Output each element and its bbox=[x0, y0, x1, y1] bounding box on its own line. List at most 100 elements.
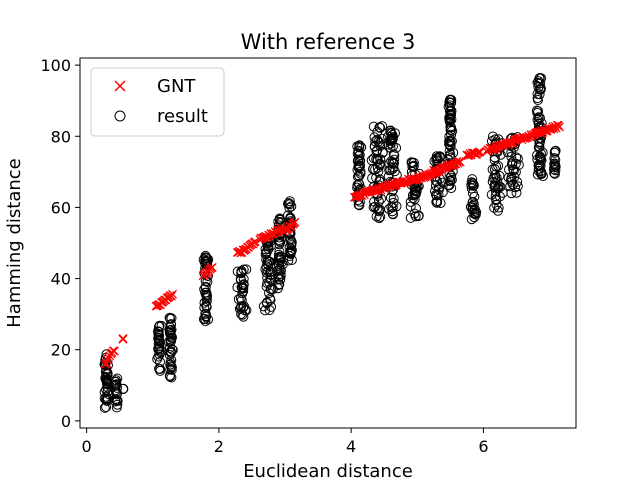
result-point bbox=[236, 309, 247, 319]
gnt-point bbox=[118, 334, 128, 343]
y-tick-label: 40 bbox=[51, 270, 71, 289]
result-point bbox=[155, 347, 166, 358]
legend-result-marker bbox=[114, 110, 126, 122]
result-point bbox=[503, 172, 514, 183]
result-point bbox=[236, 267, 247, 278]
result-point bbox=[391, 142, 402, 153]
result-point bbox=[101, 374, 112, 385]
result-point bbox=[164, 327, 175, 338]
result-point bbox=[236, 295, 247, 306]
gnt-point bbox=[250, 237, 260, 247]
result-point bbox=[511, 187, 522, 198]
result-point bbox=[410, 189, 421, 200]
result-point bbox=[99, 387, 110, 398]
plot-frame bbox=[79, 57, 577, 429]
result-point bbox=[283, 210, 293, 221]
result-point bbox=[285, 235, 296, 246]
result-point bbox=[354, 162, 365, 172]
result-point bbox=[536, 73, 547, 84]
result-point bbox=[237, 283, 248, 294]
result-point bbox=[490, 173, 501, 184]
result-point bbox=[155, 356, 165, 367]
result-point bbox=[444, 97, 455, 108]
result-point bbox=[167, 332, 177, 343]
result-point bbox=[370, 136, 381, 147]
result-point bbox=[373, 196, 384, 207]
result-point bbox=[549, 164, 559, 175]
legend-gnt-marker bbox=[114, 80, 126, 92]
result-point bbox=[372, 126, 383, 137]
result-point bbox=[444, 139, 455, 150]
result-point bbox=[201, 300, 212, 311]
result-point bbox=[111, 379, 122, 390]
result-point bbox=[431, 197, 442, 207]
result-point bbox=[446, 114, 457, 125]
result-point bbox=[355, 168, 366, 179]
result-point bbox=[164, 343, 175, 353]
result-point bbox=[468, 178, 478, 189]
gnt-point bbox=[207, 262, 217, 272]
y-tick-label: 60 bbox=[51, 198, 71, 217]
result-point bbox=[286, 245, 297, 256]
result-point bbox=[275, 237, 286, 248]
result-point bbox=[165, 371, 176, 382]
result-point bbox=[100, 394, 111, 405]
result-point bbox=[492, 183, 503, 194]
result-point bbox=[262, 258, 273, 269]
result-point bbox=[491, 195, 502, 206]
legend-gnt-label: GNT bbox=[157, 76, 196, 97]
result-point bbox=[354, 150, 365, 160]
result-point bbox=[490, 180, 501, 191]
x-axis-label: Euclidean distance bbox=[243, 461, 413, 480]
result-point bbox=[199, 297, 210, 308]
result-point bbox=[385, 192, 396, 203]
result-point bbox=[510, 158, 521, 169]
result-point bbox=[152, 354, 163, 364]
result-point bbox=[265, 293, 275, 304]
result-point bbox=[506, 151, 517, 162]
result-point bbox=[385, 142, 396, 153]
result-point bbox=[445, 115, 456, 126]
series-gnt bbox=[100, 120, 564, 369]
result-point bbox=[286, 240, 297, 251]
result-point bbox=[493, 160, 504, 171]
result-point bbox=[445, 141, 456, 152]
result-point bbox=[432, 197, 442, 208]
result-point bbox=[373, 166, 384, 177]
result-point bbox=[203, 314, 214, 325]
result-point bbox=[369, 141, 380, 151]
result-point bbox=[166, 372, 177, 383]
result-point bbox=[260, 244, 271, 255]
result-point bbox=[153, 321, 164, 332]
result-point bbox=[238, 282, 249, 293]
result-point bbox=[445, 125, 456, 136]
result-point bbox=[353, 151, 364, 161]
result-point bbox=[388, 132, 399, 143]
result-point bbox=[387, 208, 398, 219]
result-point bbox=[469, 212, 480, 223]
result-point bbox=[409, 194, 420, 205]
result-point bbox=[550, 154, 561, 165]
x-axis: 0 2 4 6 bbox=[82, 428, 489, 456]
result-point bbox=[446, 94, 457, 105]
result-point bbox=[549, 168, 560, 179]
result-point bbox=[388, 162, 399, 173]
result-point bbox=[408, 161, 419, 172]
result-point bbox=[446, 129, 457, 140]
result-point bbox=[378, 147, 388, 157]
result-point bbox=[165, 313, 176, 324]
result-point bbox=[201, 253, 212, 264]
gnt-point bbox=[101, 358, 111, 368]
result-point bbox=[466, 180, 477, 191]
result-point bbox=[431, 190, 442, 201]
result-point bbox=[166, 364, 177, 375]
y-tick-label: 100 bbox=[40, 56, 71, 75]
result-point bbox=[388, 197, 399, 208]
result-point bbox=[373, 206, 384, 217]
x-tick-label: 2 bbox=[214, 437, 224, 456]
result-point bbox=[489, 180, 500, 191]
x-tick-label: 4 bbox=[346, 437, 356, 456]
result-point bbox=[372, 134, 383, 145]
result-point bbox=[374, 213, 385, 224]
